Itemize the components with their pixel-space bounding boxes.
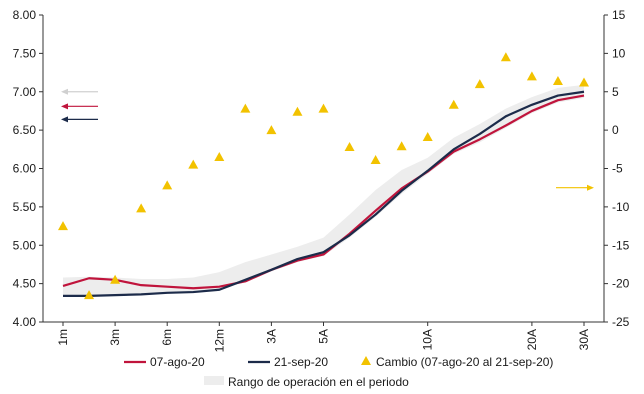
left-tick-label: 6.50 [13, 123, 37, 137]
left-tick-label: 6.00 [13, 162, 37, 176]
change-point [474, 79, 485, 89]
left-tick-label: 4.50 [13, 277, 37, 291]
change-point [188, 159, 199, 169]
change-point [396, 141, 407, 151]
x-tick-label: 10A [421, 329, 435, 350]
axis-indicator-arrows [61, 88, 594, 191]
left-tick-label: 7.50 [13, 46, 37, 60]
legend-swatch-band [204, 376, 224, 385]
change-point [344, 142, 355, 152]
change-point [214, 151, 225, 161]
legend: 07-ago-20 21-sep-20 Cambio (07-ago-20 al 2… [124, 355, 553, 389]
legend-label: Rango de operación en el periodo [228, 375, 409, 389]
series-line-sep [63, 90, 585, 298]
change-points-layer [58, 52, 589, 300]
change-point [266, 125, 277, 135]
x-tick-label: 12m [212, 329, 226, 352]
x-tick-label: 6m [160, 329, 174, 346]
legend-label: 07-ago-20 [150, 355, 205, 369]
right-tick-label: -25 [612, 315, 630, 329]
legend-swatch-triangle [361, 356, 371, 365]
axis-arrow-head [587, 184, 594, 191]
left-tick-label: 7.00 [13, 85, 37, 99]
change-point [240, 103, 251, 113]
change-point [84, 290, 95, 300]
right-tick-label: -5 [612, 162, 623, 176]
axis-arrow-head [61, 116, 68, 123]
change-point [500, 52, 511, 62]
x-tick-label: 30A [577, 329, 591, 350]
right-tick-label: 5 [612, 85, 619, 99]
legend-label: Cambio (07-ago-20 al 21-sep-20) [376, 355, 553, 369]
change-point [422, 132, 433, 142]
change-point [292, 106, 303, 116]
legend-label: 21-sep-20 [274, 355, 328, 369]
change-point [448, 99, 459, 109]
left-tick-label: 5.00 [13, 238, 37, 252]
right-tick-label: -10 [612, 200, 630, 214]
series-line-ago [62, 94, 585, 290]
right-tick-label: 15 [612, 8, 626, 22]
series-lines-layer [62, 90, 585, 298]
x-tick-label: 3m [108, 329, 122, 346]
x-tick-label: 1m [56, 329, 70, 346]
left-tick-label: 4.00 [13, 315, 37, 329]
change-point [318, 103, 329, 113]
change-point [370, 155, 381, 165]
x-tick-label: 5A [317, 329, 331, 344]
change-point [162, 180, 173, 190]
right-tick-label: 10 [612, 46, 626, 60]
change-point [58, 221, 68, 231]
axes-layer: 4.00 4.50 5.00 5.50 6.00 6.50 7.00 7.50 8.00 -25 -… [13, 8, 630, 352]
axis-arrow-head [61, 88, 68, 95]
right-tick-label: -20 [612, 277, 630, 291]
axis-arrow-head [61, 103, 68, 110]
x-tick-label: 20A [525, 329, 539, 350]
left-tick-label: 5.50 [13, 200, 37, 214]
change-point [526, 71, 537, 81]
change-point [579, 77, 589, 87]
change-point [552, 76, 563, 86]
right-tick-label: -15 [612, 238, 630, 252]
change-point [110, 274, 121, 284]
right-tick-label: 0 [612, 123, 619, 137]
left-tick-label: 8.00 [13, 8, 37, 22]
x-tick-label: 3A [264, 329, 278, 344]
change-point [136, 203, 147, 213]
